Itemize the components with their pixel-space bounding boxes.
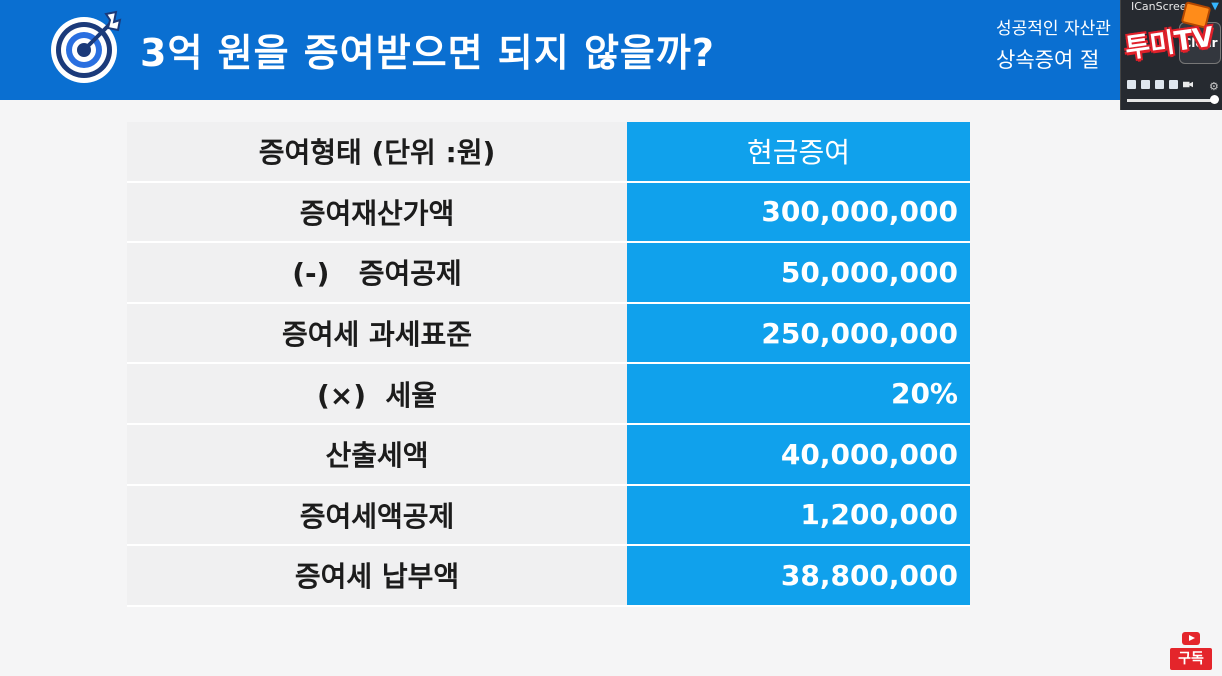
capture-window-icon[interactable] bbox=[1141, 80, 1150, 89]
row-label: 증여세 과세표준 bbox=[127, 303, 627, 365]
header-subtitle-line2: 상속증여 절 bbox=[996, 48, 1100, 72]
table-row: 증여세액공제 1,200,000 bbox=[127, 485, 970, 547]
capture-region-icon[interactable] bbox=[1127, 80, 1136, 89]
row-value: 20% bbox=[627, 364, 970, 425]
row-label: 증여재산가액 bbox=[127, 182, 627, 244]
row-label: 산출세액 bbox=[127, 424, 627, 486]
row-value: 40,000,000 bbox=[627, 424, 970, 486]
target-arrow-icon bbox=[51, 10, 122, 83]
row-value: 38,800,000 bbox=[627, 546, 970, 607]
row-value: 1,200,000 bbox=[627, 485, 970, 547]
row-label: 증여세액공제 bbox=[127, 485, 627, 547]
page-title: 3억 원을 증여받으면 되지 않을까? bbox=[140, 31, 715, 75]
slider-handle[interactable] bbox=[1210, 95, 1219, 104]
table-header-row: 증여형태 (단위 :원) 현금증여 bbox=[127, 122, 970, 183]
table-row: 산출세액 40,000,000 bbox=[127, 424, 970, 486]
gear-icon[interactable]: ⚙ bbox=[1209, 80, 1219, 93]
table-header-value: 현금증여 bbox=[627, 122, 970, 183]
header-subtitle-line1: 성공적인 자산관 bbox=[996, 19, 1111, 39]
row-value: 50,000,000 bbox=[627, 243, 970, 304]
speaker-icon[interactable] bbox=[1169, 80, 1178, 89]
volume-slider[interactable] bbox=[1127, 99, 1217, 102]
slide-header: 3억 원을 증여받으면 되지 않을까? 성공적인 자산관 상속증여 절 bbox=[0, 0, 1222, 100]
clear-button[interactable]: Clear bbox=[1179, 22, 1221, 64]
dropdown-arrow-icon[interactable]: ▼ bbox=[1211, 1, 1219, 12]
row-label: (×) 세율 bbox=[127, 364, 627, 425]
camera-icon[interactable] bbox=[1183, 81, 1193, 88]
table-row: 증여세 과세표준 250,000,000 bbox=[127, 303, 970, 365]
screen-recorder-panel[interactable]: ICanScree ▼ Clear 투미TV ⚙ bbox=[1120, 0, 1222, 110]
table-header-label: 증여형태 (단위 :원) bbox=[127, 122, 627, 183]
subscribe-label: 구독 bbox=[1170, 648, 1212, 670]
gift-tax-table: 증여형태 (단위 :원) 현금증여 증여재산가액 300,000,000 (-)… bbox=[127, 122, 970, 607]
table-row: (-) 증여공제 50,000,000 bbox=[127, 243, 970, 304]
capture-user-icon[interactable] bbox=[1155, 80, 1164, 89]
row-value: 250,000,000 bbox=[627, 303, 970, 365]
subscribe-button[interactable]: 구독 bbox=[1170, 632, 1212, 670]
recorder-title: ICanScree bbox=[1131, 0, 1187, 13]
table-row: 증여세 납부액 38,800,000 bbox=[127, 546, 970, 607]
table-row: 증여재산가액 300,000,000 bbox=[127, 182, 970, 244]
row-label: (-) 증여공제 bbox=[127, 243, 627, 304]
recorder-toolbar bbox=[1127, 80, 1193, 89]
row-label: 증여세 납부액 bbox=[127, 546, 627, 607]
table-row: (×) 세율 20% bbox=[127, 364, 970, 425]
row-value: 300,000,000 bbox=[627, 182, 970, 244]
youtube-play-icon bbox=[1182, 632, 1200, 645]
